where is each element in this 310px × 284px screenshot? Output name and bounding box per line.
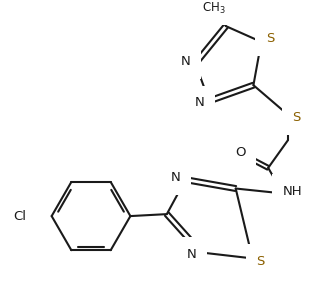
Text: S: S <box>256 255 264 268</box>
Text: Cl: Cl <box>14 210 27 223</box>
Text: N: N <box>181 55 190 68</box>
Text: N: N <box>187 248 196 261</box>
Text: NH: NH <box>283 185 303 198</box>
Text: CH$_3$: CH$_3$ <box>202 1 226 16</box>
Text: N: N <box>194 96 204 109</box>
Text: O: O <box>235 146 246 158</box>
Text: S: S <box>293 111 301 124</box>
Text: S: S <box>266 32 274 45</box>
Text: N: N <box>171 171 180 184</box>
